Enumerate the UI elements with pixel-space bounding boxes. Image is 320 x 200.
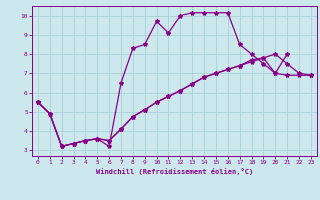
X-axis label: Windchill (Refroidissement éolien,°C): Windchill (Refroidissement éolien,°C): [96, 168, 253, 175]
